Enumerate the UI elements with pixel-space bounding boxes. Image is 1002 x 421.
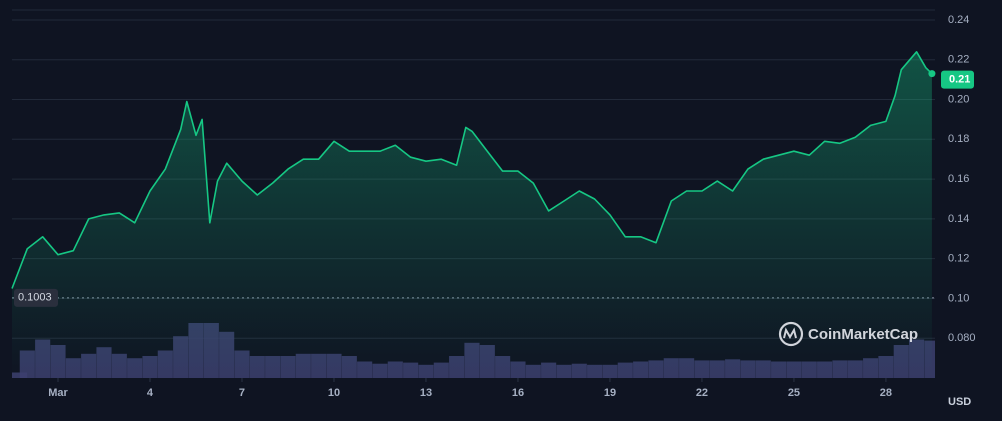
x-tick-label: 10 [328,387,340,399]
price-area [12,51,932,379]
x-tick-label: Mar [48,387,68,399]
currency-label: USD [948,396,971,408]
y-tick-label: 0.10 [948,292,969,304]
x-tick-label: 13 [420,387,432,399]
baseline-box [14,288,58,307]
baseline-label: 0.1003 [18,292,52,304]
watermark: CoinMarketCap [778,321,918,347]
price-line [11,51,933,289]
current-price-label: 0.21 [949,74,970,86]
x-tick-label: 4 [147,387,154,399]
logo-ring [778,321,804,347]
x-tick-label: 16 [512,387,524,399]
y-tick-label: 0.14 [948,213,969,225]
x-tick-label: 25 [788,387,800,399]
y-tick-label: 0.22 [948,54,969,66]
logo-m [783,327,797,340]
y-tick-label: 0.080 [948,332,976,344]
y-tick-label: 0.18 [948,133,969,145]
x-tick-label: 7 [239,387,245,399]
x-tick-label: 19 [604,387,616,399]
labels: 0.24 0.22 0.20 0.18 0.16 0.14 0.12 0.10 0.080 Mar… [14,14,976,399]
x-tick-label: 22 [696,387,708,399]
y-tick-label: 0.24 [948,14,969,26]
current-price-box [941,70,974,89]
y-tick-label: 0.12 [948,253,969,265]
price [11,51,936,379]
x-tick-label: 28 [880,387,892,399]
y-tick-label: 0.16 [948,173,969,185]
last-point [928,70,936,78]
watermark-text: CoinMarketCap [808,326,918,343]
y-tick-label: 0.20 [948,93,969,105]
